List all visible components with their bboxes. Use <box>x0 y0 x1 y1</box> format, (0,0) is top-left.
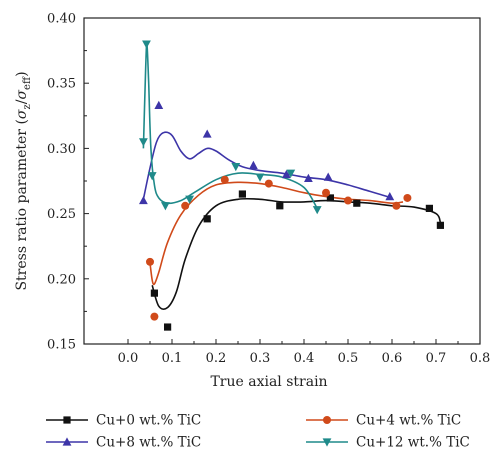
y-tick-label: 0.25 <box>47 207 76 222</box>
legend-label: Cu+4 wt.% TiC <box>356 413 461 429</box>
y-tick-label: 0.15 <box>47 338 76 353</box>
y-tick-label: 0.40 <box>47 12 76 27</box>
x-tick-label: 0.5 <box>338 351 359 366</box>
series-2-point <box>304 173 313 182</box>
x-tick-label: 0.3 <box>250 351 271 366</box>
series-2-point <box>202 129 212 138</box>
series-2-point <box>154 100 164 109</box>
legend-label: Cu+0 wt.% TiC <box>96 413 201 429</box>
series-0-point <box>436 221 444 229</box>
series-0-point <box>425 204 433 212</box>
data-points <box>139 40 444 331</box>
x-axis-title: True axial strain <box>210 374 327 390</box>
series-3-point <box>185 195 194 204</box>
series-0-point <box>203 215 211 223</box>
series-3-point <box>255 173 265 182</box>
legend-label: Cu+8 wt.% TiC <box>96 435 201 451</box>
x-tick-label: 0.8 <box>470 351 491 366</box>
series-3-point <box>142 40 151 49</box>
plot-frame <box>83 17 481 345</box>
legend-item: Cu+4 wt.% TiC <box>306 413 461 429</box>
series-1-point <box>322 188 330 197</box>
fit-curves <box>142 43 442 310</box>
y-tick-label: 0.20 <box>47 272 76 287</box>
series-3-fit-line <box>142 43 318 209</box>
legend-marker <box>63 416 71 424</box>
legend-item: Cu+12 wt.% TiC <box>306 435 470 451</box>
series-3-point <box>161 202 170 211</box>
legend: Cu+0 wt.% TiC Cu+4 wt.% TiC Cu+8 wt.% TiC C… <box>46 413 470 451</box>
y-tick-label: 0.30 <box>47 142 76 157</box>
series-2-point <box>323 172 333 181</box>
series-0-point <box>238 190 246 198</box>
x-tick-label: 0.4 <box>294 351 315 366</box>
axis-ticks: 0.0 0.1 0.2 0.3 0.4 0.5 0.6 0.7 0.8 0.15 0.20 0.25 0… <box>47 12 490 367</box>
series-3-point <box>147 172 157 181</box>
series-0-point <box>150 289 158 297</box>
series-1-point <box>264 179 273 188</box>
legend-marker <box>323 416 331 424</box>
y-tick-label: 0.35 <box>47 77 76 92</box>
series-0-fit-line <box>151 197 442 310</box>
series-1-point <box>181 201 190 210</box>
x-tick-label: 0.7 <box>426 351 447 366</box>
series-2-point <box>139 195 148 205</box>
series-1-point <box>146 257 154 266</box>
legend-item: Cu+8 wt.% TiC <box>46 435 201 451</box>
legend-marker <box>62 437 72 446</box>
series-3-point <box>231 163 241 172</box>
x-tick-label: 0.6 <box>382 351 403 366</box>
series-2-point <box>282 169 291 179</box>
series-2-point <box>385 192 395 201</box>
x-tick-label: 0.2 <box>206 351 227 366</box>
series-1-point <box>392 201 401 210</box>
legend-label: Cu+12 wt.% TiC <box>356 435 470 451</box>
series-3-point <box>139 138 148 147</box>
series-0-point <box>164 323 172 331</box>
series-1-point <box>344 196 352 205</box>
x-tick-label: 0.1 <box>162 351 183 366</box>
series-0-point <box>326 194 334 202</box>
series-1-point <box>403 193 412 202</box>
series-3-point <box>312 206 322 215</box>
series-0-point <box>276 202 284 210</box>
series-1-point <box>150 312 159 321</box>
series-1-point <box>220 175 229 184</box>
legend-item: Cu+0 wt.% TiC <box>46 413 201 429</box>
legend-marker <box>322 438 332 447</box>
series-3-point <box>286 169 296 178</box>
series-2-fit-line <box>142 131 388 200</box>
series-2-point <box>249 160 258 169</box>
y-axis-title: Stress ratio parameter (σz/σeff) <box>14 71 33 290</box>
x-tick-label: 0.0 <box>118 351 139 366</box>
series-0-point <box>353 199 361 207</box>
